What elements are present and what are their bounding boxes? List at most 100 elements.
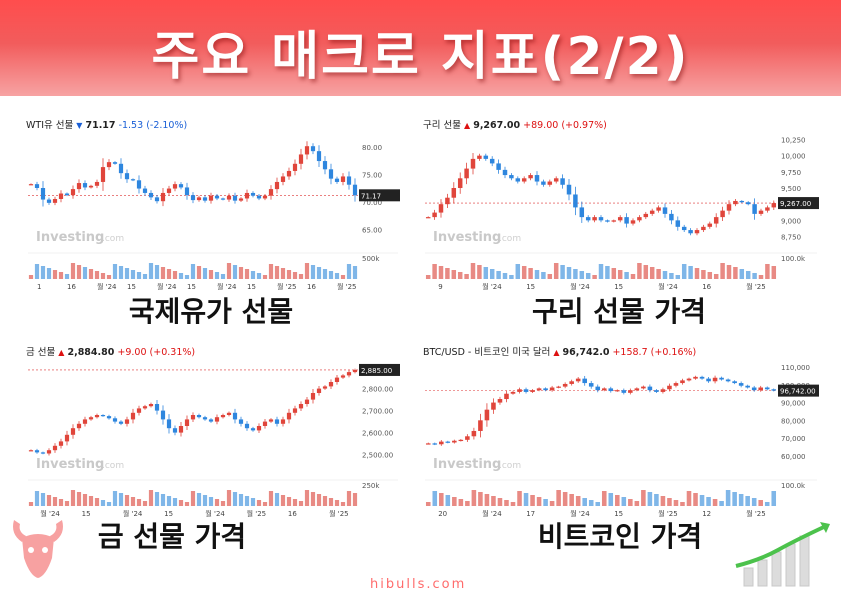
volume-bar — [154, 492, 160, 506]
candle — [707, 223, 713, 227]
volume-bar — [76, 492, 82, 506]
volume-bar — [118, 493, 124, 506]
candle — [82, 183, 88, 188]
volume-bar — [667, 498, 672, 506]
candle — [669, 213, 674, 221]
volume-bar — [553, 263, 559, 279]
candle — [569, 381, 574, 384]
candle — [553, 178, 559, 182]
price: 71.17 — [85, 120, 116, 131]
candle — [334, 377, 340, 382]
volume-bar — [547, 274, 553, 279]
volume-bar — [262, 502, 268, 506]
change: +89.00 — [523, 120, 559, 131]
volume-bar — [112, 264, 118, 279]
candle — [445, 197, 450, 205]
volume-bar — [726, 265, 732, 279]
current-price-label: 2,885.00 — [361, 367, 392, 375]
candle — [256, 195, 262, 199]
candle — [637, 217, 642, 221]
volume-bar — [465, 501, 470, 506]
candle — [641, 386, 646, 389]
candle — [346, 372, 352, 376]
volume-bar — [451, 270, 457, 279]
volume-bar — [470, 263, 476, 279]
candle — [88, 417, 94, 420]
volume-bar — [712, 499, 718, 506]
volume-bar — [452, 497, 457, 506]
candle — [458, 439, 464, 442]
volume-bar — [751, 498, 757, 506]
volume-bar — [322, 496, 328, 506]
candle — [76, 423, 82, 429]
candle — [528, 175, 533, 179]
volume-bar — [166, 496, 172, 506]
candle — [471, 430, 477, 437]
volume-bar — [340, 275, 346, 279]
candle — [34, 450, 40, 453]
volume-bar — [268, 491, 274, 506]
volume-bar — [310, 265, 316, 279]
watermark-logo: Investing — [433, 230, 501, 245]
volume-bar — [680, 502, 685, 506]
candle — [118, 421, 124, 424]
volume-bar — [106, 275, 112, 279]
candle — [94, 181, 100, 186]
volume-bar — [274, 266, 280, 279]
volume-bar — [202, 495, 208, 506]
volume-bar — [334, 273, 340, 279]
volume-bar — [160, 267, 166, 279]
candle — [675, 220, 681, 227]
volume-bar — [575, 496, 581, 506]
volume-bar — [496, 271, 501, 279]
y-tick-label: 10,250 — [781, 136, 806, 144]
candle — [46, 450, 52, 454]
candle — [502, 169, 508, 176]
volume-bar — [605, 266, 610, 279]
candle — [634, 388, 640, 391]
volume-bar — [352, 266, 358, 279]
candle — [457, 178, 463, 188]
candle — [250, 428, 256, 431]
volume-bar — [771, 266, 777, 279]
current-price-tag — [359, 189, 400, 202]
volume-bar — [112, 491, 118, 506]
x-tick-label: 월 '25 — [746, 509, 766, 518]
volume-bar — [699, 495, 705, 506]
title-banner: 주요 매크로 지표(2/2) — [0, 0, 841, 96]
candle — [340, 176, 346, 182]
candle — [745, 202, 751, 205]
volume-bar — [637, 263, 642, 279]
site-url: hibulls.com — [370, 577, 467, 592]
candle — [771, 203, 777, 208]
volume-bar — [608, 493, 614, 506]
candle — [549, 387, 555, 391]
watermark-logo: .com — [499, 461, 521, 471]
candle — [706, 378, 711, 382]
volume-bar — [649, 267, 655, 279]
volume-bar — [316, 267, 322, 279]
candle — [28, 184, 34, 186]
chart-header: BTC/USD - 비트코인 미국 달러 ▲ 96,742.0 +158.7 (… — [423, 344, 696, 358]
volume-bar — [214, 272, 220, 279]
candle — [617, 217, 623, 221]
candle — [226, 195, 232, 200]
volume-bar — [457, 272, 463, 279]
candle — [667, 385, 672, 390]
candle — [178, 426, 184, 433]
volume-bar — [232, 492, 238, 506]
candle — [274, 181, 280, 190]
candle — [70, 428, 76, 435]
volume-bar — [438, 266, 444, 279]
candle — [643, 213, 649, 218]
volume-bar — [256, 500, 262, 506]
y-tick-label: 9,000 — [781, 217, 801, 225]
candle — [292, 163, 298, 171]
volume-bar — [675, 275, 681, 279]
volume-bar — [573, 269, 578, 279]
volume-bar — [432, 264, 437, 279]
candle — [575, 378, 581, 382]
candle — [497, 399, 503, 403]
x-tick-label: 1 — [37, 283, 41, 291]
volume-bar — [250, 498, 256, 506]
